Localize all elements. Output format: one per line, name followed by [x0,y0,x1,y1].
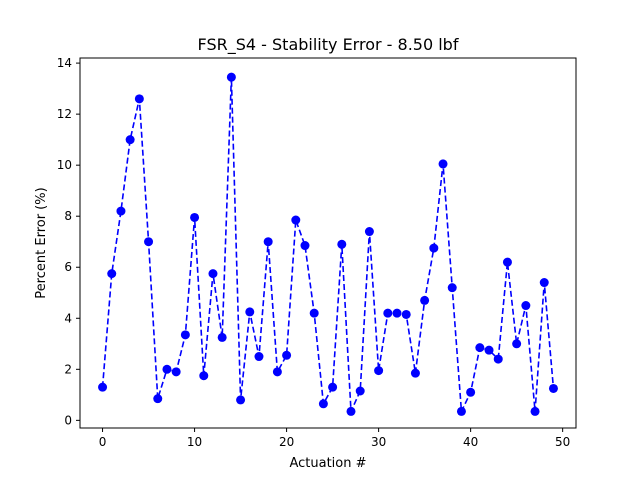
y-tick-label: 12 [57,107,72,121]
data-point [410,368,420,378]
x-tick-label: 50 [555,435,570,449]
data-point [190,212,200,222]
data-point [282,350,292,360]
data-point [493,354,503,364]
y-tick-label: 0 [64,413,72,427]
y-axis-label: Percent Error (%) [34,187,49,298]
data-point [374,366,384,376]
data-point [328,382,338,392]
data-point [539,278,549,288]
data-point [318,399,328,409]
series-line [101,77,555,415]
y-axis: 0 2 4 6 8 10 12 14 [57,56,80,427]
data-point [383,308,393,318]
x-tick-label: 10 [187,435,202,449]
data-point [263,237,273,247]
x-tick-label: 20 [279,435,294,449]
data-point [447,283,457,293]
data-point [272,367,282,377]
data-point [199,371,209,381]
data-point [548,383,558,393]
data-point [134,94,144,104]
data-point [420,295,430,305]
y-tick-label: 14 [57,56,72,70]
data-point [98,382,108,392]
y-tick-label: 10 [57,158,72,172]
data-point [355,386,365,396]
data-point [475,343,485,353]
chart-title: FSR_S4 - Stability Error - 8.50 lbf [198,35,459,55]
data-point [116,206,126,216]
data-point [153,394,163,404]
data-point [171,367,181,377]
data-point [208,269,218,279]
data-point [466,387,476,397]
data-point [245,307,255,317]
plot-area [98,72,558,416]
data-point [346,406,356,416]
data-point [180,330,190,340]
data-point [512,339,522,349]
data-point [456,406,466,416]
data-point [364,227,374,237]
y-tick-label: 6 [64,260,72,274]
data-point [392,308,402,318]
data-point [226,72,236,82]
x-axis-label: Actuation # [289,456,366,471]
data-point [429,243,439,253]
data-point [401,309,411,319]
data-point [300,241,310,251]
data-point [162,364,172,374]
data-point [125,135,135,145]
x-tick-label: 40 [463,435,478,449]
data-point [502,257,512,267]
data-point [530,406,540,416]
data-point [521,301,531,311]
x-tick-label: 0 [99,435,107,449]
data-point [291,215,301,225]
data-point [144,237,154,247]
data-point [484,345,494,355]
y-tick-label: 4 [64,311,72,325]
data-point [438,159,448,169]
data-point [236,395,246,405]
y-tick-label: 2 [64,362,72,376]
data-point [337,239,347,249]
x-axis: 0 10 20 30 40 50 [99,428,570,449]
y-tick-label: 8 [64,209,72,223]
data-point [217,332,227,342]
data-point [309,308,319,318]
data-point [107,269,117,279]
axes-frame [79,57,577,429]
data-point [254,352,264,362]
x-tick-label: 30 [371,435,386,449]
